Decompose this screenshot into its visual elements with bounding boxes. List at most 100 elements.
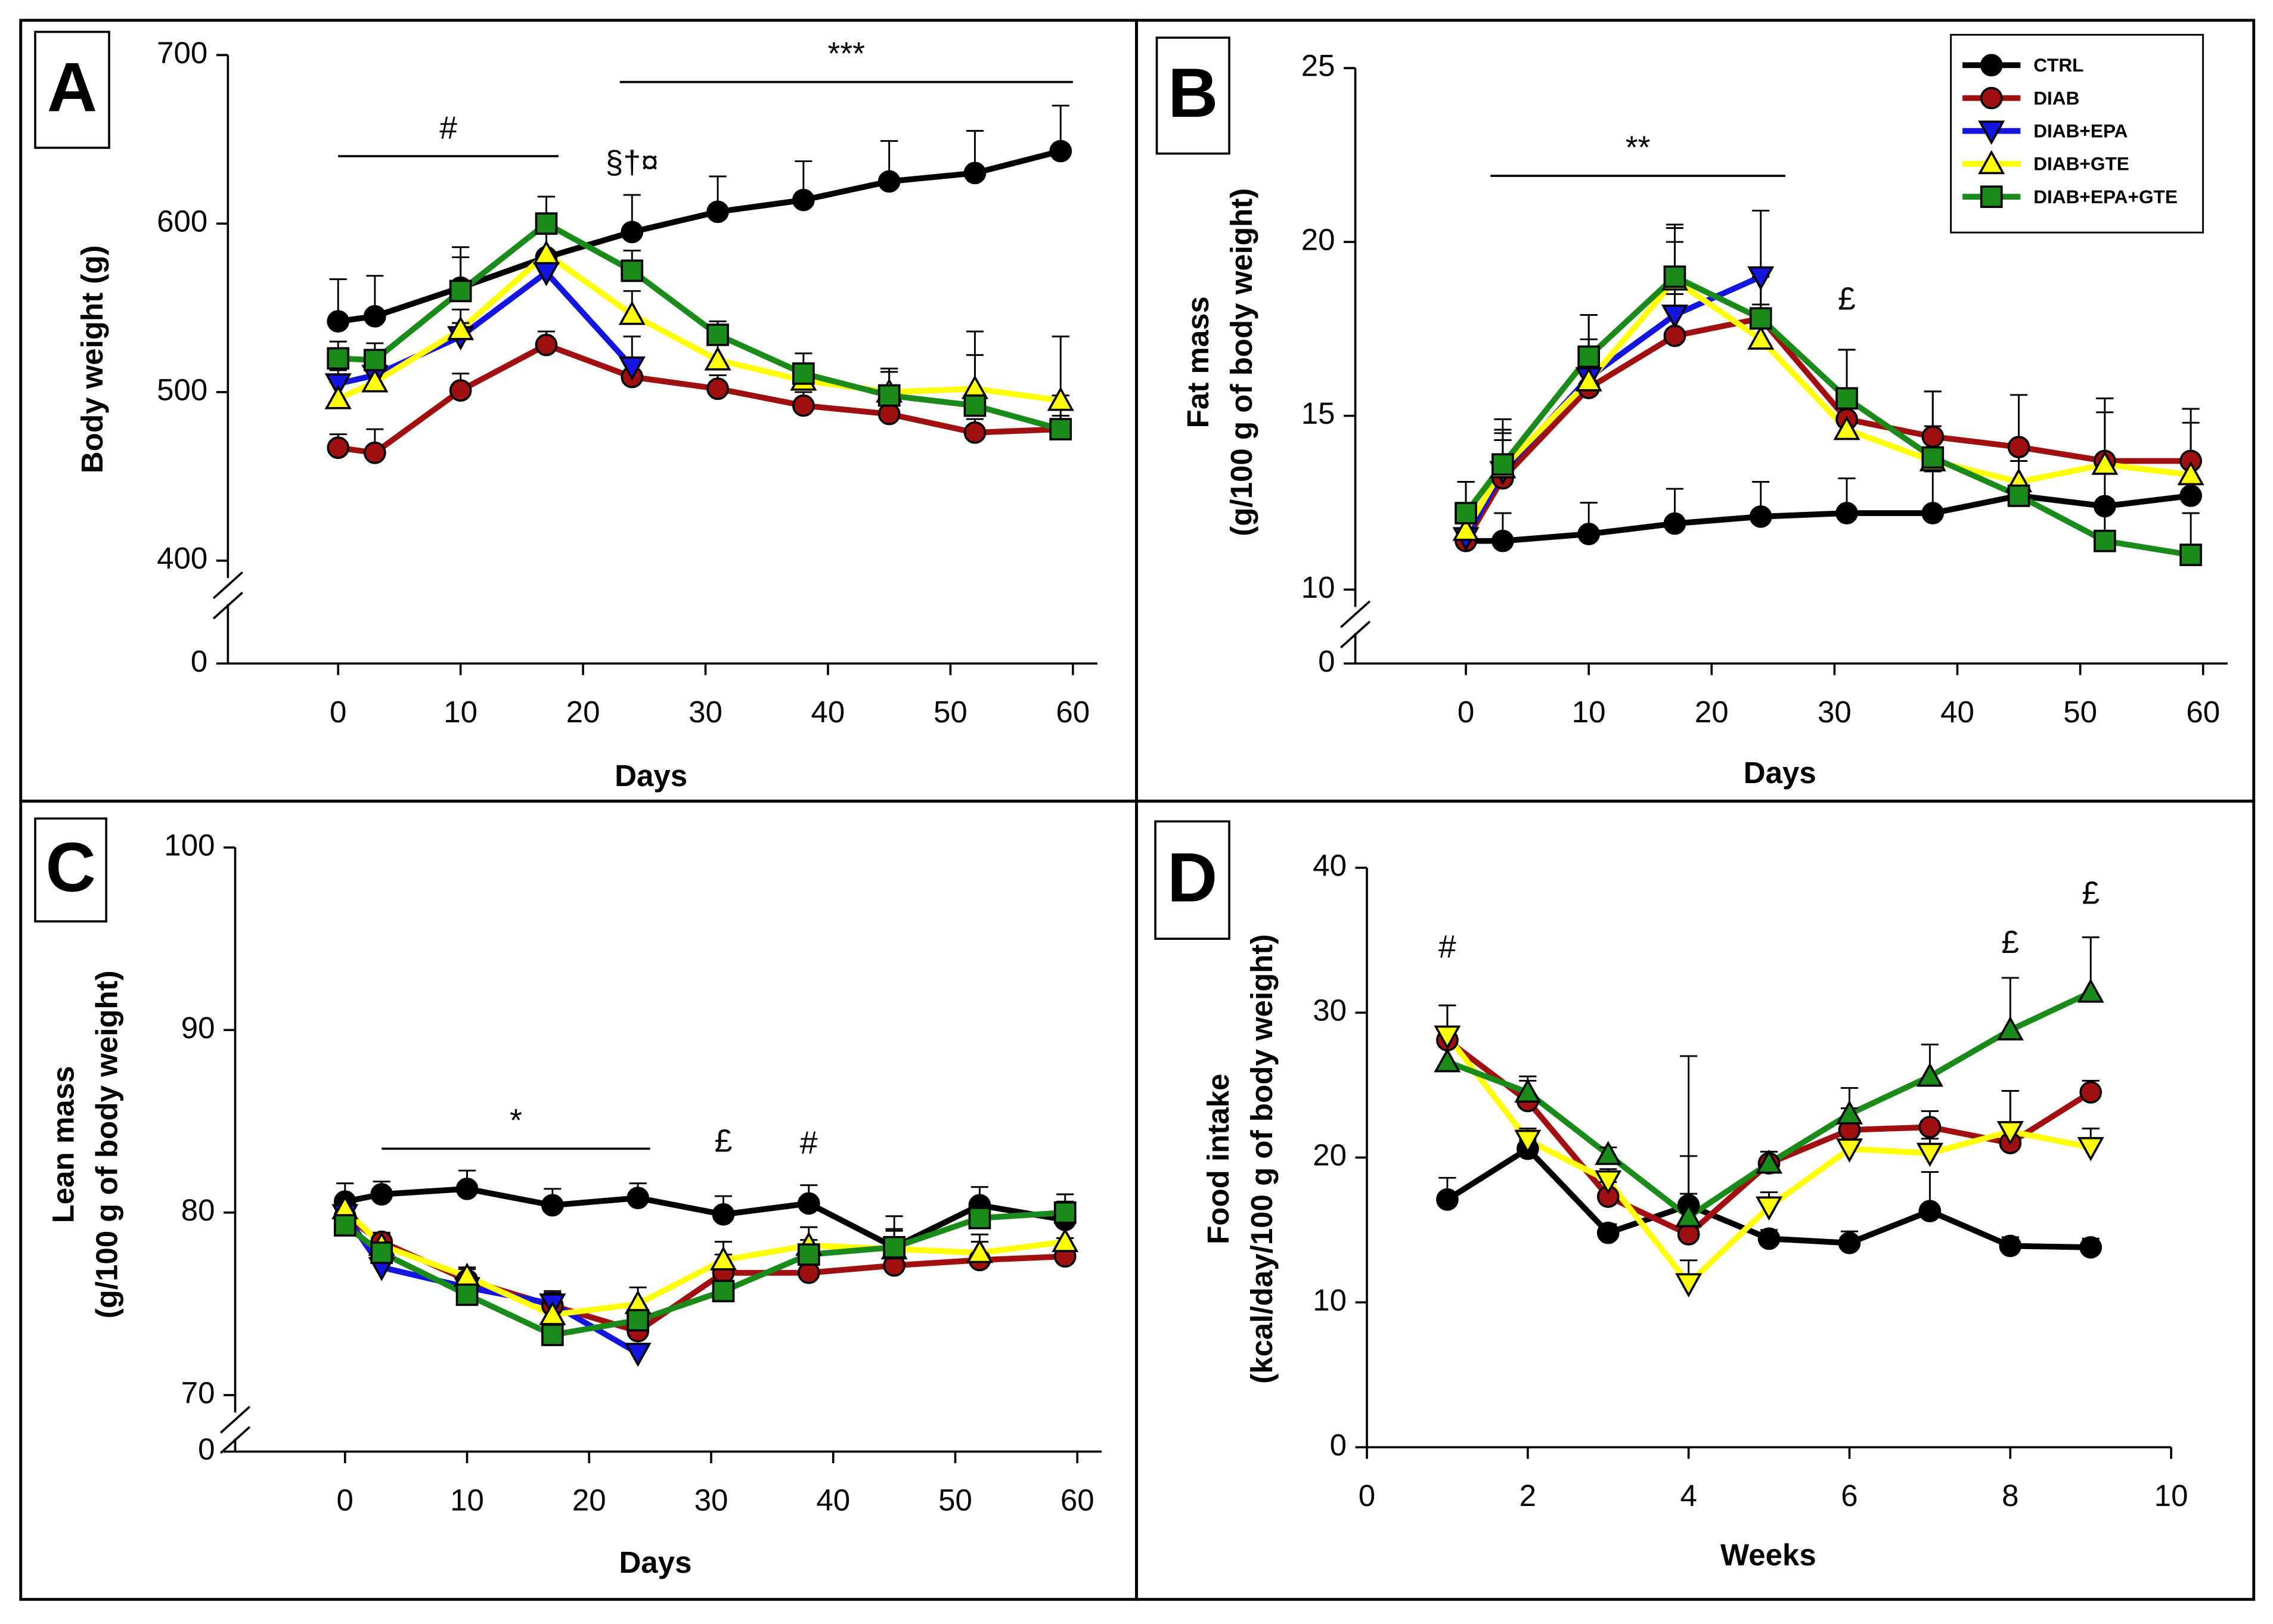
panel-letter: D [1167, 838, 1217, 916]
y-tick-label: 25 [1301, 49, 1335, 83]
x-tick-label: 30 [694, 1483, 728, 1517]
marker [1663, 512, 1686, 535]
legend-label: DIAB [2033, 87, 2079, 108]
marker [2007, 436, 2030, 459]
marker [1577, 523, 1601, 545]
marker [966, 1238, 993, 1263]
y-axis-label: Body weight (g) [75, 246, 109, 474]
legend-label: DIAB+GTE [2033, 153, 2129, 175]
y-tick-label: 400 [157, 541, 207, 575]
marker [449, 379, 472, 402]
annotation: £ [1838, 281, 1856, 316]
x-tick-label: 6 [1841, 1479, 1858, 1513]
axis-break [219, 1406, 251, 1434]
marker [627, 1187, 649, 1209]
marker [327, 347, 350, 370]
marker [963, 394, 987, 417]
axis-break [1340, 600, 1371, 628]
marker [2177, 461, 2204, 486]
marker [1049, 139, 1072, 163]
marker [709, 1246, 737, 1271]
marker [1514, 1129, 1542, 1154]
y-axis-label: (g/100 g of body weight) [90, 970, 124, 1318]
marker [1757, 1227, 1781, 1250]
y-tick-label: 40 [1313, 849, 1347, 883]
series-line [1466, 492, 2191, 544]
marker [968, 1206, 991, 1229]
marker [1675, 1203, 1703, 1228]
marker [327, 436, 350, 459]
series-line [344, 1185, 1066, 1251]
marker [706, 323, 729, 346]
x-tick-label: 8 [2002, 1479, 2018, 1513]
y-tick-label: 80 [181, 1193, 215, 1227]
marker [1049, 418, 1072, 441]
marker [1747, 325, 1775, 350]
y-tick-label: 0 [1318, 644, 1335, 678]
marker [532, 240, 560, 265]
marker [1980, 54, 2003, 77]
y-tick-label: 700 [157, 36, 207, 70]
panel-letter: A [47, 48, 97, 126]
panel-letter-box [1155, 36, 1230, 155]
x-tick-label: 40 [816, 1483, 850, 1517]
marker [364, 349, 386, 372]
marker [1491, 453, 1514, 476]
marker [706, 377, 729, 400]
y-axis-label: (kcal/day/100 g of body weight) [1245, 934, 1279, 1384]
y-tick-label: 70 [181, 1375, 215, 1409]
x-axis-label: Days [1744, 756, 1816, 790]
marker [1514, 1078, 1542, 1103]
y-tick-label: 0 [191, 644, 207, 678]
panel-letter-box [34, 30, 110, 149]
marker [792, 394, 815, 417]
x-tick-label: 4 [1680, 1479, 1697, 1513]
marker [877, 402, 901, 426]
y-tick-label: 20 [1301, 222, 1335, 256]
marker [2007, 485, 2030, 507]
marker [1980, 185, 2003, 208]
x-tick-label: 2 [1520, 1479, 1536, 1513]
marker [1978, 120, 2005, 145]
annotation: * [510, 1103, 522, 1138]
annotation: £ [2001, 925, 2019, 960]
marker [1749, 307, 1772, 330]
marker [1756, 1149, 1783, 1174]
marker [361, 368, 389, 393]
marker [1577, 345, 1601, 368]
marker [535, 212, 558, 235]
x-tick-label: 60 [2186, 695, 2220, 729]
marker [712, 1203, 735, 1226]
marker [1596, 1221, 1620, 1244]
marker [2091, 451, 2119, 475]
marker [370, 1241, 393, 1264]
marker [333, 1214, 356, 1237]
annotation: £ [715, 1123, 733, 1159]
series-line [1463, 315, 2191, 543]
x-tick-label: 0 [1458, 695, 1474, 729]
x-tick-label: 60 [1056, 695, 1090, 729]
error-bar [1752, 209, 1770, 277]
annotation: §†¤ [606, 145, 659, 180]
marker [1918, 1200, 1942, 1223]
marker [370, 1183, 393, 1206]
marker [1833, 415, 1860, 440]
marker [2079, 1236, 2103, 1259]
y-tick-label: 90 [181, 1011, 215, 1045]
axis-break [219, 1426, 251, 1454]
marker [455, 1283, 479, 1306]
marker [706, 200, 729, 223]
series-line [337, 148, 1062, 324]
marker [449, 280, 472, 303]
marker [1996, 1016, 2024, 1041]
x-tick-label: 0 [330, 695, 346, 729]
x-tick-label: 0 [337, 1483, 353, 1517]
y-axis-label: Food intake [1201, 1074, 1235, 1244]
marker [541, 1194, 564, 1217]
marker [1835, 502, 1858, 524]
marker [1978, 150, 2005, 175]
marker [1675, 1273, 1703, 1297]
marker [621, 259, 644, 282]
